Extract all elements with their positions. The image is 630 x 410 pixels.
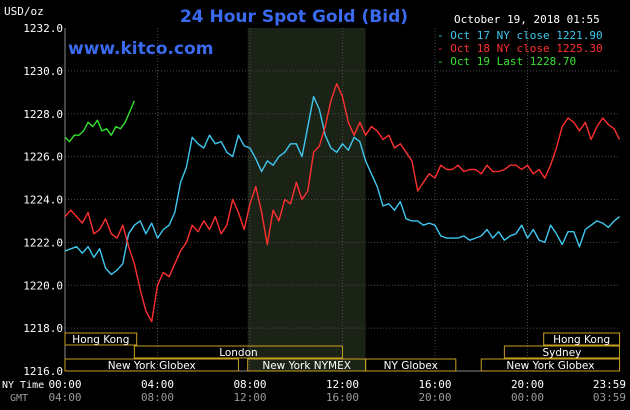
y-tick-label: 1218.0 — [23, 322, 63, 335]
x-tick-label-ny: 12:00 — [326, 378, 359, 391]
x-tick-label-ny: 16:00 — [418, 378, 451, 391]
session-label: NY Globex — [384, 360, 438, 372]
session-box — [503, 345, 621, 359]
session-box — [543, 332, 621, 346]
x-tick-label-ny: 20:00 — [511, 378, 544, 391]
ny-time-label: NY Time — [2, 380, 44, 391]
series-line-oct17 — [64, 95, 620, 276]
x-tick-label-ny: 04:00 — [141, 378, 174, 391]
plot-area: 1232.0 1230.0 1228.0 1226.0 1224.0 1222.0 1220… — [23, 22, 626, 404]
x-tick-label-gmt: 08:00 — [141, 391, 174, 404]
session-box — [64, 358, 239, 372]
x-tick-label-ny: 23:59 — [593, 378, 626, 391]
x-tick-label-gmt: 20:00 — [418, 391, 451, 404]
session-label: Hong Kong — [553, 334, 610, 346]
session-box — [64, 332, 138, 346]
session-label: New York Globex — [108, 360, 196, 372]
gmt-label: GMT — [10, 393, 28, 404]
legend-item-oct19: - Oct 19 Last 1228.70 — [437, 55, 576, 68]
y-tick-label: 1222.0 — [23, 236, 63, 249]
x-tick-label-gmt: 04:00 — [48, 391, 81, 404]
y-tick-label: 1226.0 — [23, 151, 63, 164]
session-label: New York NYMEX — [262, 360, 351, 372]
x-tick-label-gmt: 00:00 — [511, 391, 544, 404]
series-line-oct19 — [64, 100, 136, 143]
session-label: New York Globex — [506, 360, 594, 372]
y-tick-label: 1228.0 — [23, 108, 63, 121]
y-tick-label: 1232.0 — [23, 22, 63, 35]
session-box — [480, 358, 621, 372]
y-tick-label: 1224.0 — [23, 194, 63, 207]
y-tick-label: 1216.0 — [23, 365, 63, 378]
session-label: Hong Kong — [72, 334, 129, 346]
series-line-oct18 — [64, 82, 621, 323]
session-label: Sydney — [543, 347, 582, 359]
legend-item-oct18: - Oct 18 NY close 1225.30 — [437, 42, 603, 55]
x-tick-label-gmt: 12:00 — [233, 391, 266, 404]
legend: - Oct 17 NY close 1221.90 - Oct 18 NY cl… — [437, 29, 603, 68]
session-box — [365, 358, 457, 372]
chart-title: 24 Hour Spot Gold (Bid) — [180, 7, 408, 27]
site-url: www.kitco.com — [68, 39, 213, 59]
legend-item-oct17: - Oct 17 NY close 1221.90 — [437, 29, 603, 42]
session-box — [133, 345, 343, 359]
y-tick-label: 1220.0 — [23, 279, 63, 292]
x-tick-label-ny: 00:00 — [48, 378, 81, 391]
x-tick-label-gmt: 03:59 — [593, 391, 626, 404]
x-tick-label-gmt: 16:00 — [326, 391, 359, 404]
chart-datetime: October 19, 2018 01:55 — [454, 13, 600, 26]
y-tick-label: 1230.0 — [23, 65, 63, 78]
session-label: London — [219, 347, 258, 359]
x-tick-label-ny: 08:00 — [233, 378, 266, 391]
currency-label: USD/oz — [4, 5, 44, 18]
nymex-session-shade — [247, 28, 366, 371]
